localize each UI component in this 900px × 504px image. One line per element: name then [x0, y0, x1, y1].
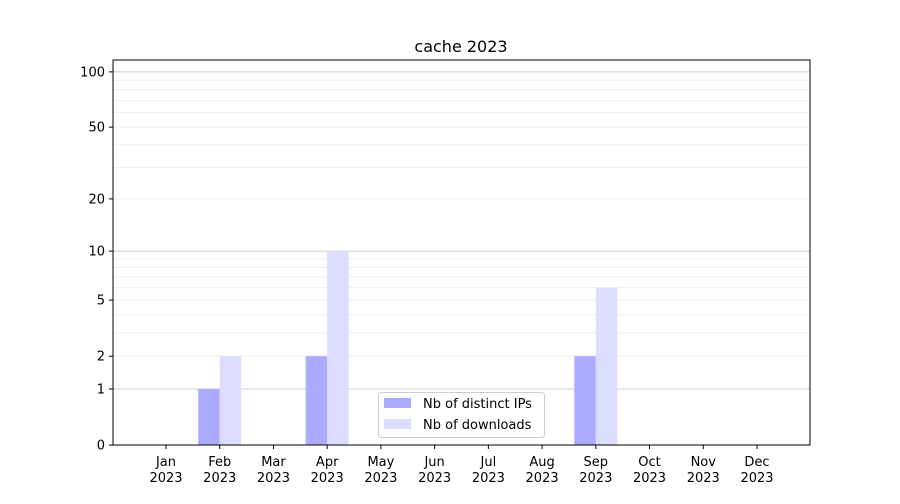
- x-tick-label-year: 2023: [472, 471, 505, 486]
- x-tick-label: Nov: [691, 455, 717, 470]
- x-tick-label: May: [367, 455, 394, 470]
- x-tick-label: Mar: [261, 455, 286, 470]
- y-tick-label: 10: [88, 245, 105, 260]
- bar-downloads: [595, 287, 618, 445]
- legend-box: [378, 392, 545, 438]
- bar-distinct-ips: [198, 388, 220, 445]
- x-tick-label: Aug: [529, 455, 554, 470]
- legend-swatch: [384, 398, 411, 408]
- y-tick-label: 5: [97, 294, 105, 309]
- bar-distinct-ips: [574, 356, 596, 445]
- x-tick-label: Feb: [208, 455, 231, 470]
- y-tick-label: 2: [97, 350, 105, 365]
- x-tick-label-year: 2023: [311, 471, 344, 486]
- y-tick-label: 50: [88, 121, 105, 136]
- x-tick-label-year: 2023: [687, 471, 720, 486]
- y-tick-label: 1: [97, 382, 105, 397]
- x-tick-label: Oct: [638, 455, 660, 470]
- y-tick-label: 100: [80, 65, 105, 80]
- x-tick-label-year: 2023: [418, 471, 451, 486]
- axes-frame: [112, 59, 811, 446]
- y-tick-label: 20: [88, 192, 105, 207]
- x-tick-label: Jun: [423, 455, 444, 470]
- x-tick-label: Jul: [480, 455, 497, 470]
- bar-downloads: [327, 251, 349, 445]
- chart-title: cache 2023: [414, 37, 507, 56]
- legend-swatch: [384, 419, 411, 429]
- legend: Nb of distinct IPs Nb of downloads: [378, 392, 545, 438]
- legend-label: Nb of downloads: [423, 418, 532, 433]
- x-tick-label: Sep: [584, 455, 609, 470]
- x-tick-label-year: 2023: [364, 471, 397, 486]
- x-tick-label-year: 2023: [633, 471, 666, 486]
- x-tick-label-year: 2023: [740, 471, 773, 486]
- x-tick-label-year: 2023: [579, 471, 612, 486]
- bar-downloads: [219, 356, 242, 445]
- x-tick-label: Jan: [155, 455, 176, 470]
- x-tick-label: Dec: [744, 455, 769, 470]
- x-tick-label-year: 2023: [526, 471, 559, 486]
- bar-distinct-ips: [305, 356, 328, 445]
- x-tick-label-year: 2023: [257, 471, 290, 486]
- x-tick-label-year: 2023: [203, 471, 236, 486]
- legend-label: Nb of distinct IPs: [423, 397, 532, 412]
- x-tick-label-year: 2023: [149, 471, 182, 486]
- y-tick-label: 0: [97, 439, 105, 454]
- x-tick-label: Apr: [316, 455, 339, 470]
